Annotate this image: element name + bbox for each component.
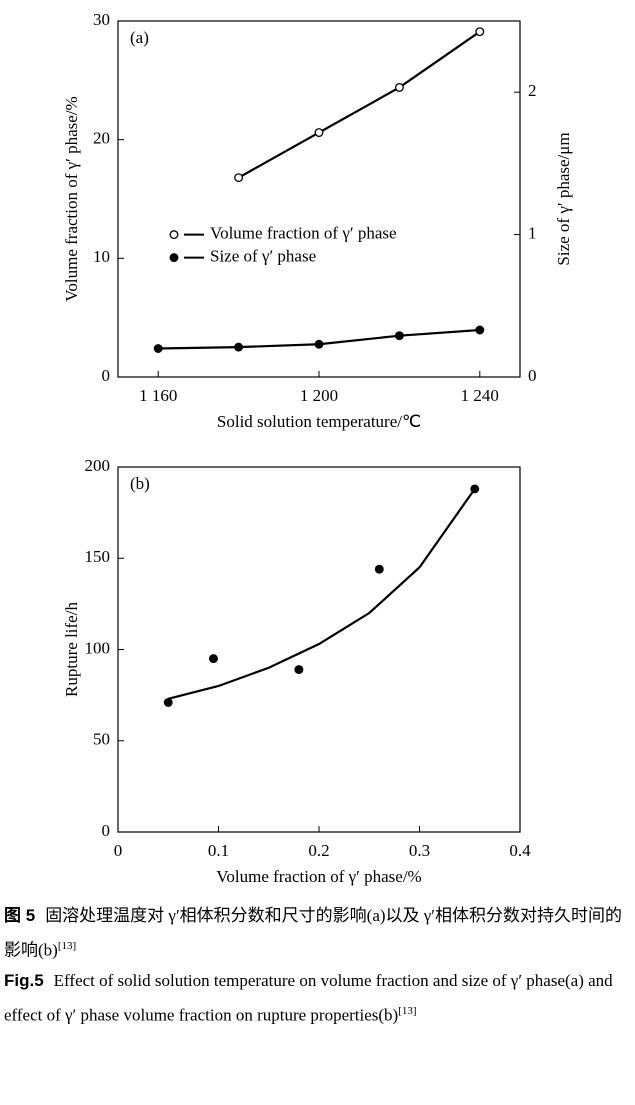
x-tick-label: 0.3 — [409, 841, 430, 860]
y2-tick-label: 2 — [528, 81, 537, 100]
y2-tick-label: 0 — [528, 366, 537, 385]
y-tick-label: 50 — [93, 730, 110, 749]
data-point — [475, 27, 485, 37]
y-tick-label: 0 — [102, 366, 111, 385]
caption-text: 固溶处理温度对 γ′相体积分数和尺寸的影响(a)以及 γ′相体积分数对持久时间的… — [4, 906, 623, 960]
plot-frame — [117, 466, 521, 833]
legend-marker — [169, 230, 179, 240]
data-point — [234, 173, 244, 183]
data-point — [163, 697, 173, 707]
data-point — [314, 339, 324, 349]
x-tick-label: 0 — [114, 841, 123, 860]
y-tick-label: 20 — [93, 129, 110, 148]
data-point — [294, 665, 304, 675]
caption-label: 图 5 — [4, 906, 36, 925]
data-point — [374, 564, 384, 574]
panel-label: (a) — [130, 28, 149, 47]
caption-text: Effect of solid solution temperature on … — [4, 971, 613, 1025]
plot-frame — [117, 20, 521, 378]
data-point — [314, 128, 324, 137]
series-line — [238, 30, 481, 179]
y-tick-label: 30 — [93, 10, 110, 29]
x-tick-label: 1 160 — [139, 386, 177, 405]
y-axis-title: Volume fraction of γ′ phase/% — [62, 96, 81, 301]
x-axis-title: Volume fraction of γ′ phase/% — [216, 867, 421, 886]
caption-en: Fig.5 Effect of solid solution temperatur… — [4, 965, 629, 1031]
legend-label: Size of γ′ phase — [210, 247, 316, 266]
series-line — [167, 488, 476, 700]
x-tick-label: 0.2 — [308, 841, 329, 860]
figure: 1 160 1 200 1 240 0 10 20 30 0 1 2 Solid solution … — [62, 10, 573, 886]
data-point — [209, 654, 218, 664]
panel-label: (b) — [130, 474, 150, 493]
caption-label: Fig.5 — [4, 971, 44, 990]
y-tick-label: 10 — [93, 247, 110, 266]
y-axis-title: Rupture life/h — [62, 602, 81, 697]
legend-label: Volume fraction of γ′ phase — [210, 224, 397, 243]
x-axis-title: Solid solution temperature/℃ — [217, 412, 421, 431]
data-point — [234, 342, 244, 352]
data-point — [394, 83, 404, 92]
data-point — [153, 344, 163, 353]
data-point — [394, 331, 404, 341]
data-point — [475, 325, 485, 335]
caption-cn: 图 5 固溶处理温度对 γ′相体积分数和尺寸的影响(a)以及 γ′相体积分数对持久… — [4, 900, 629, 966]
x-tick-label: 1 200 — [300, 386, 338, 405]
y-tick-label: 0 — [102, 821, 111, 840]
caption-ref: [13] — [398, 1005, 417, 1017]
caption-ref: [13] — [57, 940, 77, 952]
legend-marker — [169, 253, 179, 263]
x-tick-label: 0.4 — [509, 841, 531, 860]
y-tick-label: 150 — [85, 547, 111, 566]
x-tick-label: 0.1 — [208, 841, 229, 860]
y-tick-label: 200 — [85, 456, 111, 475]
y-tick-label: 100 — [85, 638, 111, 657]
y2-axis-title: Size of γ′ phase/μm — [554, 132, 573, 265]
x-tick-label: 1 240 — [461, 386, 499, 405]
y2-tick-label: 1 — [528, 224, 537, 243]
